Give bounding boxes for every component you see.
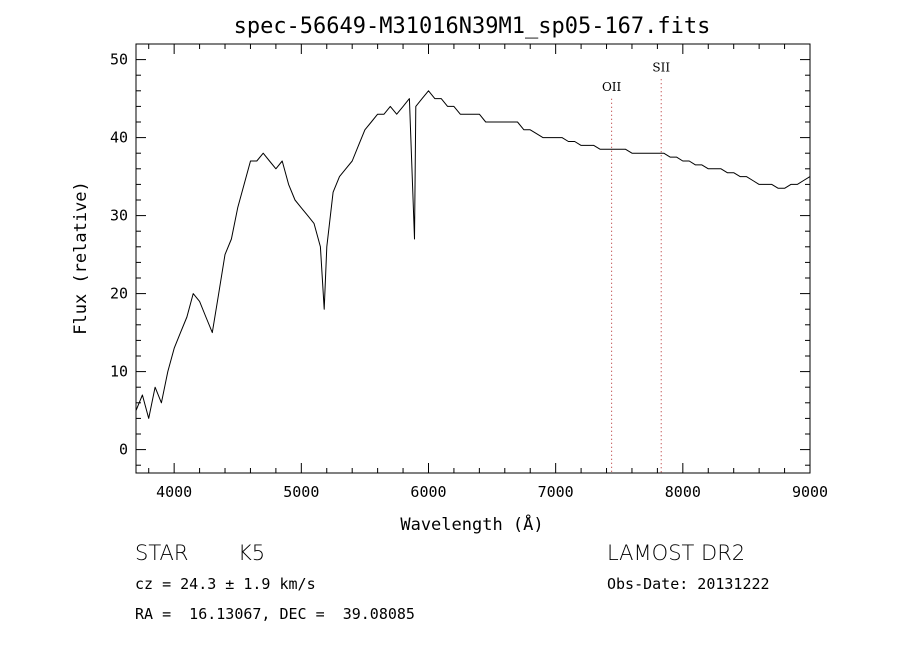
y-tick-label: 10 (110, 363, 128, 381)
spectrum-chart: spec-56649-M31016N39M1_sp05-167.fits 400… (71, 14, 828, 535)
plot-frame (135, 43, 811, 474)
y-tick-label: 20 (110, 285, 128, 303)
coordinates-text: RA = 16.13067, DEC = 39.08085 (135, 605, 415, 623)
emission-line-label: SII (652, 60, 670, 74)
spectrum-line-0 (135, 90, 811, 419)
chart-title: spec-56649-M31016N39M1_sp05-167.fits (234, 14, 711, 39)
x-tick-label: 4000 (156, 483, 192, 501)
x-tick-label: 9000 (792, 483, 828, 501)
obs-date-text: Obs-Date: 20131222 (607, 575, 770, 593)
y-tick-label: 30 (110, 207, 128, 225)
x-tick-label: 7000 (538, 483, 574, 501)
redshift-text: cz = 24.3 ± 1.9 km/s (135, 575, 316, 593)
y-tick-label: 40 (110, 129, 128, 147)
y-axis-label: Flux (relative) (71, 181, 91, 335)
x-tick-label: 8000 (665, 483, 701, 501)
x-tick-label: 6000 (410, 483, 446, 501)
x-axis-label: Wavelength (Å) (400, 513, 543, 535)
y-tick-label: 0 (119, 441, 128, 459)
object-class-label: STAR (135, 541, 189, 565)
survey-label: LAMOST DR2 (607, 541, 746, 565)
object-subclass-label: K5 (238, 541, 266, 565)
emission-line-label: OII (602, 80, 622, 94)
y-tick-label: 50 (110, 51, 128, 69)
x-tick-label: 5000 (283, 483, 319, 501)
